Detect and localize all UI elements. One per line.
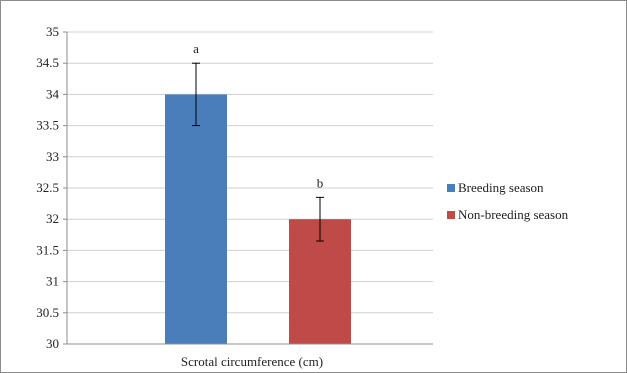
legend-label: Non-breeding season [458, 207, 569, 222]
legend-swatch [447, 184, 455, 192]
significance-label: b [317, 175, 324, 190]
y-tick-label: 34 [46, 86, 60, 101]
y-tick-label: 32.5 [36, 180, 59, 195]
y-tick-label: 30 [46, 336, 59, 351]
y-tick-label: 33 [46, 149, 59, 164]
y-tick-label: 31 [46, 274, 59, 289]
significance-labels: ab [193, 41, 323, 190]
legend-label: Breeding season [458, 180, 544, 195]
y-tick-label: 33.5 [36, 118, 59, 133]
significance-label: a [193, 41, 199, 56]
gridlines [67, 31, 433, 345]
error-bars [192, 62, 324, 242]
y-tick-label: 31.5 [36, 242, 59, 257]
legend: Breeding season Non-breeding season [447, 180, 569, 222]
legend-swatch [447, 211, 455, 219]
y-axis-ticks: 30 30.5 31 31.5 32 32.5 33 33.5 34 34.5 35 [36, 24, 67, 351]
y-tick-label: 32 [46, 211, 59, 226]
x-axis-label: Scrotal circumference (cm) [181, 354, 323, 369]
y-tick-label: 30.5 [36, 305, 59, 320]
bar-breeding [165, 94, 227, 345]
y-tick-label: 35 [46, 24, 59, 39]
y-tick-label: 34.5 [36, 55, 59, 70]
